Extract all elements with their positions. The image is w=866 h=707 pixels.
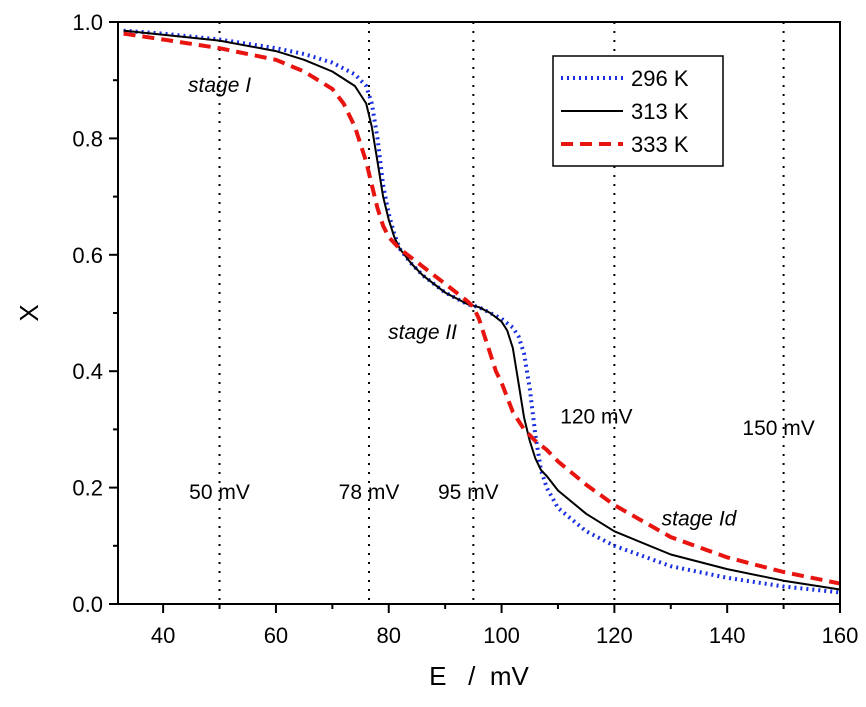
reference-line-label: 78 mV bbox=[339, 481, 400, 504]
legend-label: 333 K bbox=[631, 132, 689, 157]
legend-label: 296 K bbox=[631, 66, 689, 91]
stage-label: stage I bbox=[188, 74, 251, 97]
x-tick-label: 140 bbox=[709, 623, 746, 648]
x-axis-title: E / mV bbox=[429, 661, 529, 691]
legend-label: 313 K bbox=[631, 99, 689, 124]
y-axis-title: X bbox=[14, 304, 44, 321]
stage-label: stage Id bbox=[662, 507, 738, 530]
y-tick-label: 0.6 bbox=[72, 243, 103, 268]
x-tick-label: 100 bbox=[483, 623, 520, 648]
reference-line-label: 50 mV bbox=[189, 481, 250, 504]
reference-line-label: 150 mV bbox=[742, 417, 814, 440]
y-tick-label: 1.0 bbox=[72, 10, 103, 35]
y-tick-label: 0.4 bbox=[72, 359, 103, 384]
x-tick-label: 160 bbox=[822, 623, 859, 648]
series-line bbox=[123, 29, 841, 591]
series-line bbox=[123, 31, 841, 586]
reference-line-label: 95 mV bbox=[438, 481, 499, 504]
x-tick-label: 80 bbox=[377, 623, 401, 648]
y-tick-label: 0.0 bbox=[72, 592, 103, 617]
x-tick-label: 40 bbox=[151, 623, 175, 648]
annotations-layer: 50 mV 78 mV 95 mV 120 mV 150 mV stage I stage … bbox=[188, 74, 815, 531]
y-tick-label: 0.2 bbox=[72, 476, 103, 501]
stage-label: stage II bbox=[388, 321, 457, 344]
legend: 296 K 313 K 333 K bbox=[552, 55, 724, 167]
series-layer bbox=[123, 28, 841, 595]
reference-line-label: 120 mV bbox=[560, 406, 632, 429]
x-tick-label: 60 bbox=[264, 623, 288, 648]
x-tick-label: 120 bbox=[596, 623, 633, 648]
y-tick-label: 0.8 bbox=[72, 126, 103, 151]
axis-ticks-layer: 40 60 80 100 120 140 160 0.0 0.2 0.4 0.6 0.8 1.0 bbox=[72, 10, 858, 648]
